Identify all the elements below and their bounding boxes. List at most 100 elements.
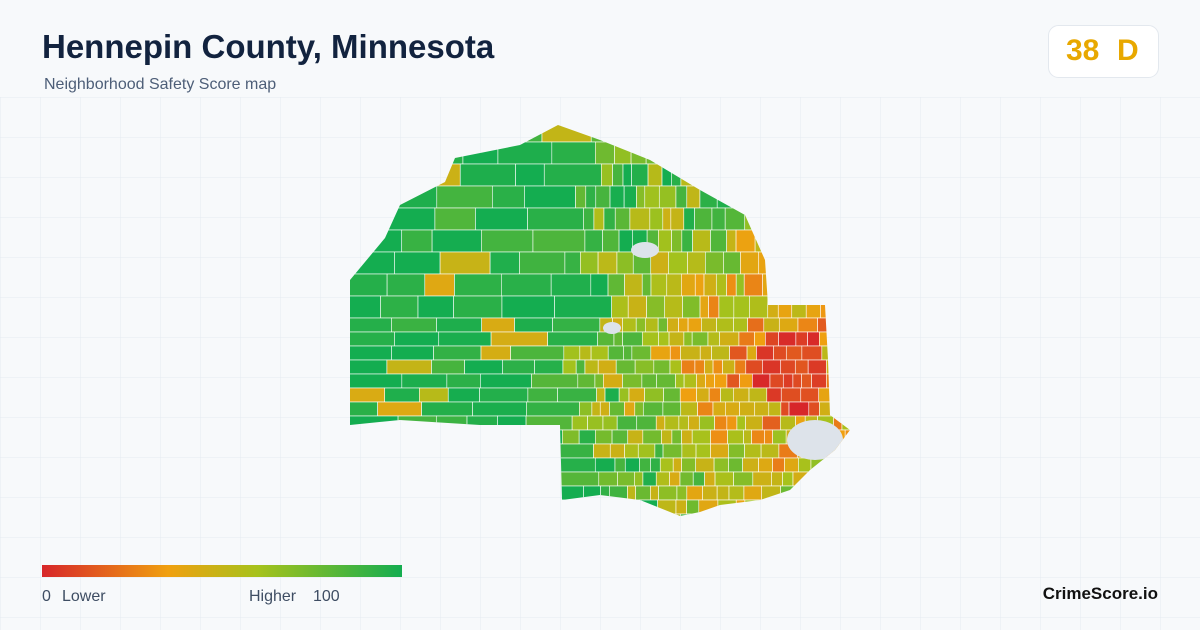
map-area [681, 359, 696, 375]
map-area [454, 273, 502, 297]
map-area [481, 229, 534, 253]
map-area [679, 471, 694, 487]
map-area [663, 387, 681, 403]
map-area [807, 359, 827, 375]
map-area [751, 429, 765, 445]
map-area [622, 163, 632, 187]
map-area [593, 443, 611, 459]
map-area [716, 485, 730, 501]
map-area [712, 401, 726, 417]
map-area [571, 415, 588, 431]
map-area [591, 401, 601, 417]
map-area [510, 345, 565, 361]
map-area [664, 415, 680, 431]
map-area [501, 273, 552, 297]
map-area [728, 485, 745, 501]
map-area [436, 185, 493, 209]
map-area [602, 229, 620, 253]
brand: CrimeScore.io [1042, 584, 1158, 603]
map-area [649, 207, 664, 231]
map-area [607, 345, 624, 361]
map-area [662, 207, 672, 231]
map-area [627, 429, 644, 445]
map-area [623, 345, 633, 361]
map-area [692, 229, 711, 253]
map-area [609, 443, 625, 459]
map-area [733, 295, 750, 319]
map-area [727, 429, 744, 445]
map-area [787, 420, 843, 460]
map-area [807, 331, 820, 347]
map-area [624, 273, 643, 297]
map-area [733, 317, 748, 333]
map-area [743, 273, 763, 297]
map-area [726, 273, 737, 297]
map-area [669, 471, 681, 487]
map-area [681, 443, 697, 459]
map-area [401, 373, 448, 389]
map-area [350, 317, 392, 333]
map-area [616, 251, 634, 275]
map-area [587, 415, 604, 431]
map-area [811, 373, 827, 389]
map-area [696, 373, 706, 389]
map-area [707, 331, 720, 347]
map-area [749, 295, 769, 319]
map-area [686, 499, 700, 515]
map-area [736, 415, 746, 431]
map-area [744, 443, 762, 459]
map-area [725, 401, 740, 417]
map-area [636, 415, 657, 431]
map-area [711, 207, 726, 231]
map-area [662, 443, 683, 459]
map-area [594, 373, 604, 389]
map-area [704, 471, 716, 487]
map-area [679, 387, 697, 403]
map-area [609, 401, 625, 417]
map-area [694, 207, 713, 231]
map-area [782, 373, 794, 389]
map-area [703, 273, 717, 297]
map-area [766, 387, 782, 403]
map-area [708, 387, 721, 403]
map-area [710, 443, 729, 459]
map-area [613, 331, 623, 347]
map-area [594, 457, 616, 473]
map-area [635, 485, 651, 501]
map-area [453, 295, 503, 319]
map-area [593, 207, 605, 231]
map-area [431, 229, 482, 253]
map-area [658, 185, 677, 209]
map-area [683, 207, 695, 231]
map-area [595, 185, 611, 209]
map-area [680, 345, 701, 361]
map-area [740, 251, 760, 275]
map-area [644, 387, 664, 403]
map-area [629, 207, 651, 231]
map-area [747, 317, 765, 333]
map-area [532, 229, 586, 253]
map-area [714, 373, 728, 389]
map-area [733, 387, 750, 403]
map-area [577, 373, 596, 389]
map-area [780, 359, 796, 375]
legend-min-label: Lower [62, 588, 106, 605]
map-area [726, 415, 738, 431]
map-area [603, 373, 623, 389]
map-area [650, 345, 671, 361]
map-area [718, 295, 735, 319]
map-area [710, 429, 728, 445]
map-area [615, 359, 636, 375]
map-area [653, 359, 671, 375]
map-area [472, 401, 527, 417]
map-area [514, 317, 553, 333]
map-area [562, 359, 577, 375]
map-area [590, 273, 609, 297]
score-badge [1048, 25, 1159, 78]
map-area [543, 163, 602, 187]
map-area [756, 345, 774, 361]
map-area [439, 251, 491, 275]
map-area [658, 331, 670, 347]
map-area [446, 373, 481, 389]
